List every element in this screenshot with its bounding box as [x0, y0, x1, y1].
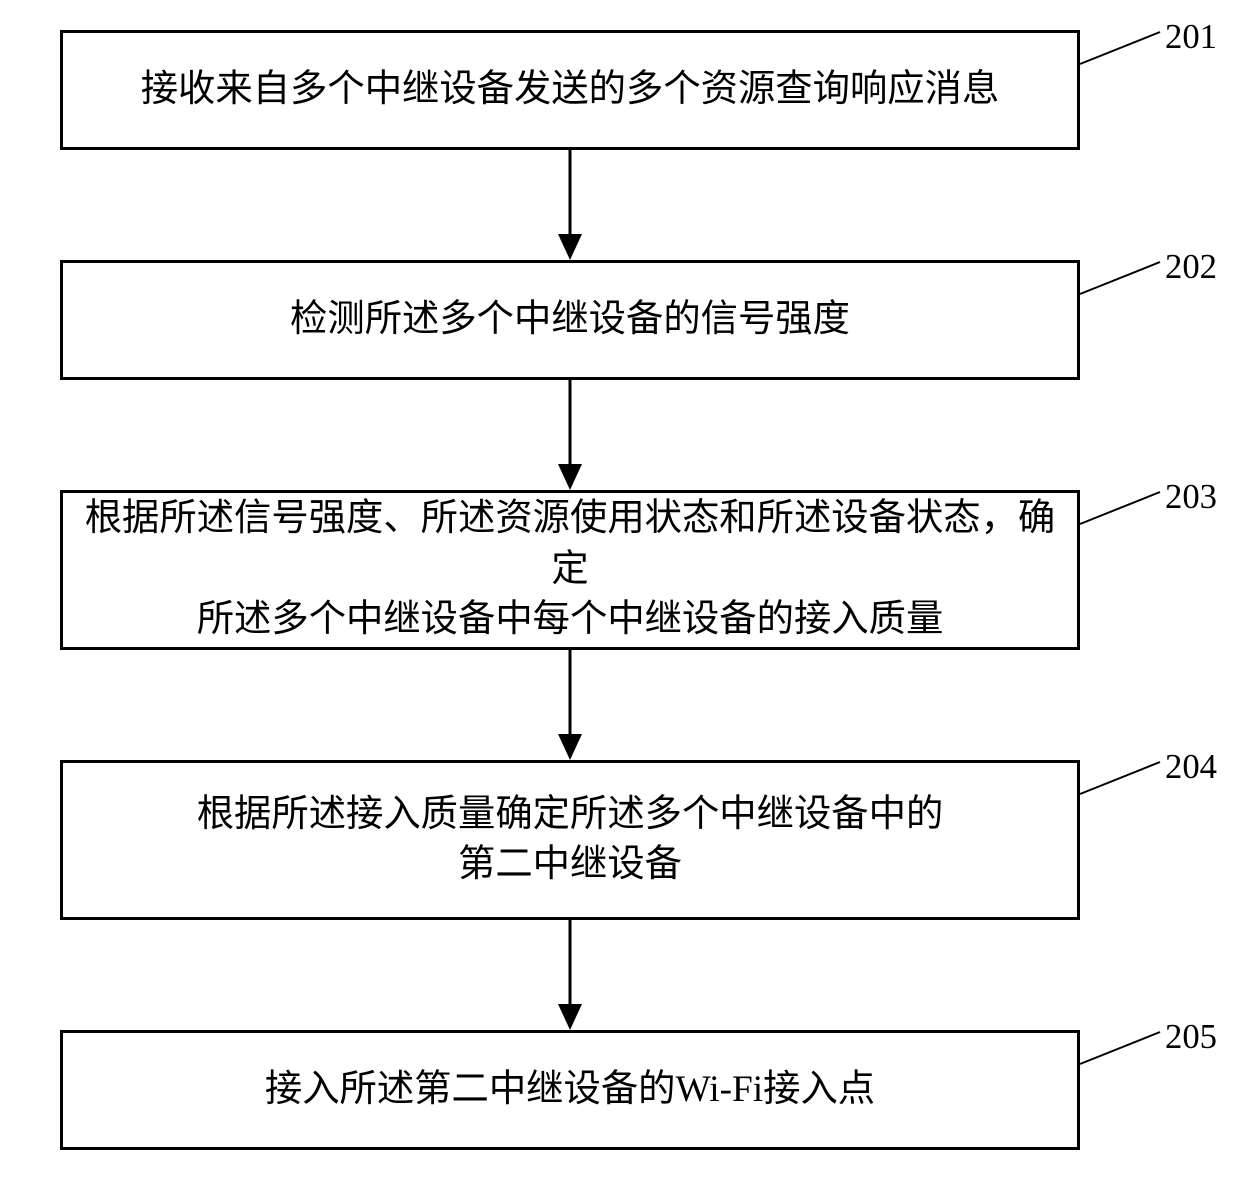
flow-arrow-1 [546, 150, 594, 260]
leader-line-5 [1080, 1032, 1162, 1066]
flow-arrow-3 [546, 650, 594, 760]
flow-step-text: 检测所述多个中继设备的信号强度 [290, 295, 850, 345]
flow-step-201: 接收来自多个中继设备发送的多个资源查询响应消息 [60, 30, 1080, 150]
leader-line-2 [1080, 262, 1162, 296]
flow-arrow-2 [546, 380, 594, 490]
step-number-202: 202 [1165, 248, 1217, 287]
flowchart-canvas: 接收来自多个中继设备发送的多个资源查询响应消息检测所述多个中继设备的信号强度根据… [0, 0, 1240, 1179]
flow-step-text: 接收来自多个中继设备发送的多个资源查询响应消息 [141, 65, 1000, 115]
flow-step-text: 根据所述接入质量确定所述多个中继设备中的 第二中继设备 [197, 790, 944, 891]
step-number-204: 204 [1165, 748, 1217, 787]
flow-step-text: 接入所述第二中继设备的Wi-Fi接入点 [265, 1065, 875, 1115]
step-number-201: 201 [1165, 18, 1217, 57]
step-number-205: 205 [1165, 1018, 1217, 1057]
step-number-203: 203 [1165, 478, 1217, 517]
leader-line-4 [1080, 762, 1162, 796]
flow-step-203: 根据所述信号强度、所述资源使用状态和所述设备状态，确定 所述多个中继设备中每个中… [60, 490, 1080, 650]
flow-step-204: 根据所述接入质量确定所述多个中继设备中的 第二中继设备 [60, 760, 1080, 920]
flow-step-205: 接入所述第二中继设备的Wi-Fi接入点 [60, 1030, 1080, 1150]
flow-step-202: 检测所述多个中继设备的信号强度 [60, 260, 1080, 380]
leader-line-1 [1080, 32, 1162, 66]
flow-step-text: 根据所述信号强度、所述资源使用状态和所述设备状态，确定 所述多个中继设备中每个中… [83, 494, 1057, 645]
leader-line-3 [1080, 492, 1162, 526]
flow-arrow-4 [546, 920, 594, 1030]
